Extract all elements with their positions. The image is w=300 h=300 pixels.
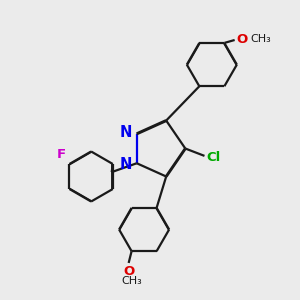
Text: CH₃: CH₃ — [251, 34, 272, 44]
Text: Cl: Cl — [207, 151, 221, 164]
Text: N: N — [120, 125, 132, 140]
Text: O: O — [123, 265, 134, 278]
Text: N: N — [120, 157, 132, 172]
Text: F: F — [57, 148, 66, 161]
Text: O: O — [236, 34, 248, 46]
Text: CH₃: CH₃ — [122, 276, 142, 286]
